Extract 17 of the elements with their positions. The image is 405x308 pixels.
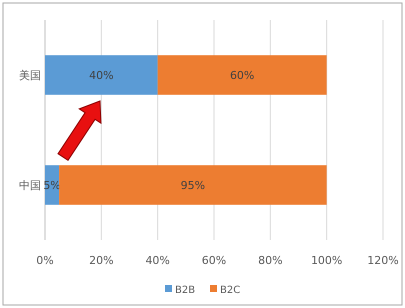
- x-tick-label: 20%: [89, 254, 114, 267]
- data-label: 40%: [89, 69, 114, 82]
- legend-label: B2C: [220, 285, 240, 296]
- bar: [45, 55, 158, 95]
- data-label: 95%: [180, 179, 206, 192]
- data-label: 60%: [230, 69, 254, 82]
- y-tick-label: 中国: [19, 179, 41, 192]
- x-tick-label: 60%: [202, 254, 226, 267]
- x-tick-label: 100%: [310, 254, 342, 267]
- y-tick-label: 美国: [19, 69, 41, 82]
- x-tick-label: 0%: [36, 254, 54, 267]
- bar: [59, 165, 327, 205]
- legend-label: B2B: [175, 285, 196, 296]
- bar: [158, 55, 327, 95]
- x-tick-label: 80%: [258, 254, 283, 267]
- x-tick-label: 40%: [145, 254, 170, 267]
- x-tick-label: 120%: [367, 254, 399, 267]
